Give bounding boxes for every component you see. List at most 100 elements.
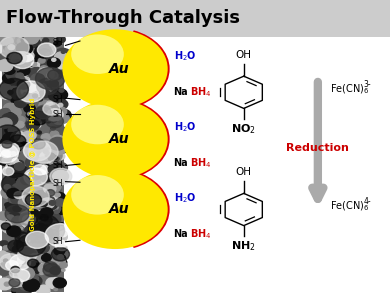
Circle shape <box>45 202 56 210</box>
Circle shape <box>20 281 25 285</box>
Circle shape <box>17 50 29 59</box>
Circle shape <box>45 149 62 162</box>
Circle shape <box>14 116 25 124</box>
Circle shape <box>7 55 11 58</box>
Circle shape <box>12 55 29 67</box>
Circle shape <box>25 225 39 236</box>
Circle shape <box>57 114 69 123</box>
Circle shape <box>33 149 44 157</box>
Circle shape <box>42 254 51 261</box>
Circle shape <box>45 51 52 55</box>
Circle shape <box>25 194 41 206</box>
Circle shape <box>50 237 57 242</box>
Circle shape <box>11 286 18 291</box>
Circle shape <box>6 271 18 280</box>
Circle shape <box>55 193 60 197</box>
Circle shape <box>37 165 49 174</box>
Circle shape <box>16 177 33 189</box>
Circle shape <box>30 177 39 184</box>
Circle shape <box>23 216 33 223</box>
Circle shape <box>48 165 60 173</box>
Circle shape <box>27 112 32 115</box>
Circle shape <box>56 117 60 120</box>
Circle shape <box>14 229 28 239</box>
Wedge shape <box>115 30 170 108</box>
Circle shape <box>22 57 35 67</box>
Circle shape <box>16 134 22 139</box>
Circle shape <box>43 150 48 154</box>
Circle shape <box>25 77 29 81</box>
Circle shape <box>20 227 23 229</box>
Circle shape <box>53 78 63 85</box>
Text: NO$_2$: NO$_2$ <box>231 122 256 136</box>
Circle shape <box>55 35 66 43</box>
Circle shape <box>2 120 10 127</box>
Circle shape <box>7 188 20 198</box>
Circle shape <box>0 144 13 155</box>
Circle shape <box>16 130 32 143</box>
Circle shape <box>14 163 25 170</box>
Circle shape <box>21 66 29 72</box>
Circle shape <box>8 196 18 203</box>
Circle shape <box>46 269 50 272</box>
Circle shape <box>32 139 45 149</box>
Circle shape <box>30 238 37 243</box>
Circle shape <box>2 37 13 45</box>
Circle shape <box>50 59 53 62</box>
Circle shape <box>28 54 38 62</box>
Circle shape <box>45 230 57 238</box>
Circle shape <box>27 165 38 173</box>
Text: 4-: 4- <box>364 197 372 206</box>
Circle shape <box>58 104 62 108</box>
Circle shape <box>46 52 53 58</box>
Circle shape <box>50 109 56 113</box>
Circle shape <box>7 65 23 77</box>
Circle shape <box>53 115 66 125</box>
Text: SH: SH <box>53 110 63 119</box>
Circle shape <box>20 135 37 147</box>
Circle shape <box>10 66 14 69</box>
Circle shape <box>28 259 39 268</box>
Circle shape <box>50 168 72 185</box>
Circle shape <box>24 270 34 277</box>
Circle shape <box>40 285 48 291</box>
Circle shape <box>30 235 35 239</box>
Circle shape <box>0 218 10 226</box>
Circle shape <box>12 183 25 193</box>
Text: H$_2$O: H$_2$O <box>174 49 196 63</box>
Circle shape <box>51 248 69 261</box>
Circle shape <box>36 252 53 265</box>
Circle shape <box>27 252 37 260</box>
Circle shape <box>62 170 168 249</box>
Circle shape <box>15 121 24 128</box>
Circle shape <box>54 41 61 46</box>
Circle shape <box>53 205 58 209</box>
Circle shape <box>55 52 66 60</box>
Circle shape <box>14 135 21 140</box>
Circle shape <box>24 79 40 91</box>
Circle shape <box>55 139 60 143</box>
Circle shape <box>18 213 25 218</box>
Circle shape <box>0 84 12 95</box>
Circle shape <box>53 141 60 146</box>
Circle shape <box>55 113 67 122</box>
Circle shape <box>7 226 21 236</box>
Circle shape <box>48 113 60 122</box>
Circle shape <box>4 243 17 252</box>
Circle shape <box>54 107 67 116</box>
Circle shape <box>2 108 10 114</box>
Circle shape <box>28 38 40 47</box>
Circle shape <box>24 94 37 104</box>
Circle shape <box>52 182 57 186</box>
Circle shape <box>13 285 25 293</box>
Circle shape <box>59 88 64 92</box>
Circle shape <box>16 151 20 155</box>
Circle shape <box>27 152 41 163</box>
Circle shape <box>54 157 59 161</box>
Circle shape <box>54 188 61 193</box>
Circle shape <box>44 205 48 207</box>
Circle shape <box>11 131 26 143</box>
Circle shape <box>16 219 31 230</box>
Circle shape <box>54 53 70 65</box>
Circle shape <box>33 165 47 175</box>
